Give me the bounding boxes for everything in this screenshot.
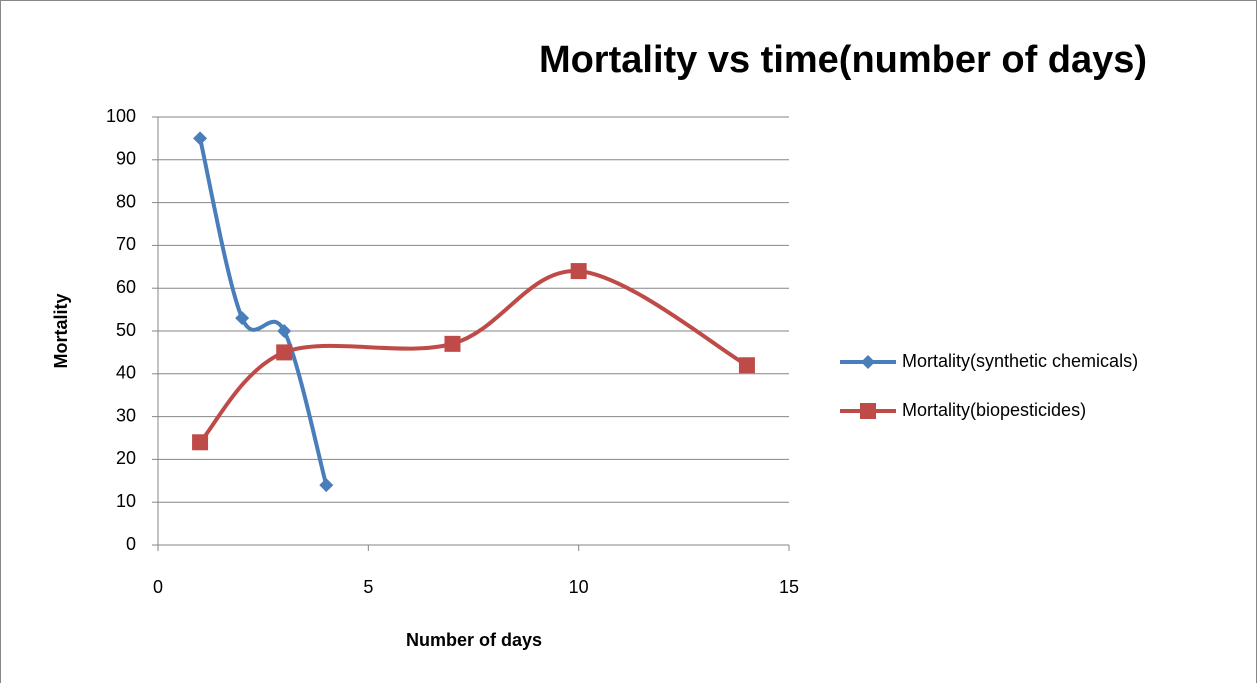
y-tick-label: 20 — [116, 448, 136, 468]
y-tick-label: 0 — [126, 534, 136, 554]
legend-marker — [860, 403, 876, 419]
marker — [277, 324, 292, 338]
y-tick-label: 70 — [116, 234, 136, 254]
marker — [319, 478, 334, 493]
marker — [193, 131, 208, 146]
marker — [192, 434, 209, 451]
y-tick-label: 100 — [106, 106, 136, 126]
marker — [738, 357, 755, 374]
marker — [570, 263, 587, 280]
legend-label: Mortality(biopesticides) — [902, 400, 1086, 420]
series-line — [198, 137, 329, 486]
y-tick-label: 80 — [116, 191, 136, 211]
y-tick-label: 60 — [116, 277, 136, 297]
legend-marker — [861, 355, 875, 369]
legend-label: Mortality(synthetic chemicals) — [902, 351, 1138, 371]
y-tick-label: 90 — [116, 149, 136, 169]
marker — [276, 344, 293, 361]
y-axis-title: Mortality — [51, 293, 71, 368]
y-tick-label: 10 — [116, 491, 136, 511]
marker — [235, 311, 250, 326]
x-axis-title: Number of days — [406, 630, 542, 650]
x-tick-label: 5 — [363, 577, 373, 597]
x-tick-label: 10 — [569, 577, 589, 597]
marker — [444, 335, 461, 352]
x-tick-label: 0 — [153, 577, 163, 597]
y-tick-label: 50 — [116, 320, 136, 340]
y-tick-label: 30 — [116, 405, 136, 425]
x-tick-label: 15 — [779, 577, 799, 597]
y-tick-label: 40 — [116, 363, 136, 383]
chart-title: Mortality vs time(number of days) — [539, 39, 1147, 81]
